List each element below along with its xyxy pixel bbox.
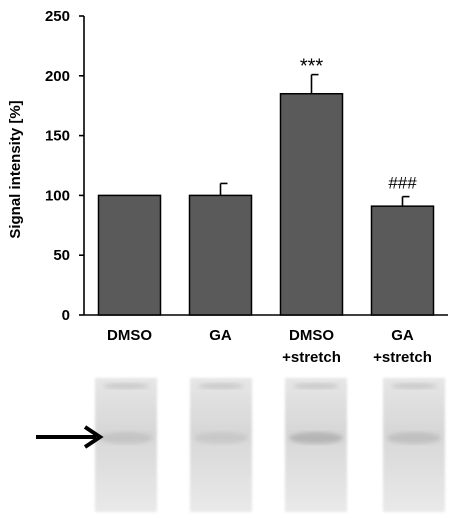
x-tick-label: DMSO bbox=[107, 327, 152, 344]
y-axis-label: Signal intensity [%] bbox=[7, 100, 24, 238]
blot-lane bbox=[383, 378, 445, 512]
x-tick-label: DMSO bbox=[289, 327, 334, 344]
blot-lane bbox=[190, 378, 252, 512]
bar bbox=[97, 194, 162, 316]
blot-band bbox=[99, 432, 153, 444]
y-tick-label: 250 bbox=[45, 8, 70, 25]
y-tick-label: 150 bbox=[45, 128, 70, 145]
x-tick-label-line2: +stretch bbox=[282, 349, 341, 366]
x-tick-label: GA bbox=[391, 327, 414, 344]
bar-chart: 0 50 100 150 200 250 Signal intensity [%] DMSO G… bbox=[7, 8, 448, 366]
blot-band bbox=[289, 432, 343, 444]
y-tick-label: 100 bbox=[45, 187, 70, 204]
blot-top-band bbox=[293, 383, 339, 389]
blot-top-band bbox=[198, 383, 244, 389]
blot-top-band bbox=[391, 383, 437, 389]
bar bbox=[370, 205, 435, 316]
blot-band bbox=[194, 432, 248, 444]
x-tick-label: GA bbox=[209, 327, 232, 344]
blot-lane bbox=[285, 378, 347, 512]
bar bbox=[188, 194, 253, 316]
bar bbox=[279, 92, 344, 316]
y-tick-label: 0 bbox=[62, 307, 70, 324]
y-tick-label: 50 bbox=[53, 247, 70, 264]
significance-label: *** bbox=[300, 56, 324, 78]
x-tick-label-line2: +stretch bbox=[373, 349, 432, 366]
blot-top-band bbox=[103, 383, 149, 389]
blot-lane bbox=[95, 378, 157, 512]
significance-label: ### bbox=[388, 174, 417, 193]
right-arrow-icon bbox=[36, 425, 104, 449]
y-tick-label: 200 bbox=[45, 68, 70, 85]
blot-band bbox=[387, 432, 441, 444]
western-blot bbox=[36, 378, 445, 512]
